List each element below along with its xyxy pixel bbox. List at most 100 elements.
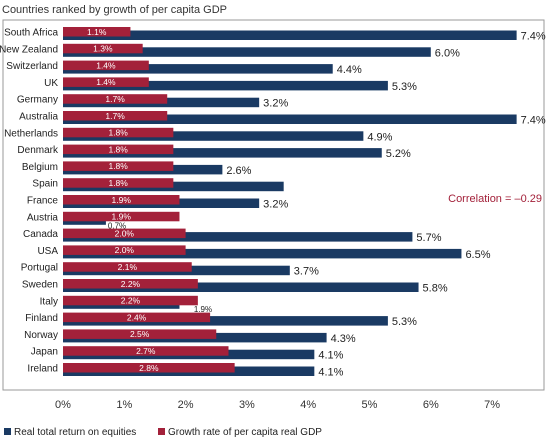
category-label-france: France xyxy=(27,196,59,207)
bar-gdp-japan xyxy=(63,346,229,356)
label-equities-belgium: 2.6% xyxy=(226,165,251,177)
bar-gdp-germany xyxy=(63,94,168,104)
label-equities-france: 3.2% xyxy=(263,199,288,211)
label-gdp-uk: 1.4% xyxy=(96,77,116,87)
category-label-austria: Austria xyxy=(27,212,59,223)
category-label-portugal: Portugal xyxy=(21,263,58,274)
x-tick-label: 5% xyxy=(362,399,378,411)
label-gdp-austria: 1.9% xyxy=(112,212,132,222)
bars: 1.1% 7.4% 1.3% 6.0% 1.4% 4.4% 1.4% 5.3% 1.7% 3.2%… xyxy=(63,27,546,379)
label-equities-canada: 5.7% xyxy=(416,232,441,244)
category-label-denmark: Denmark xyxy=(17,145,59,156)
bar-gdp-austria xyxy=(63,211,180,222)
label-equities-usa: 6.5% xyxy=(465,249,490,261)
label-gdp-ireland: 2.8% xyxy=(139,363,159,373)
label-gdp-portugal: 2.1% xyxy=(118,262,138,272)
legend-label-gdp: Growth rate of per capita real GDP xyxy=(168,427,322,438)
bar-gdp-portugal xyxy=(63,262,192,272)
category-label-italy: Italy xyxy=(40,296,58,307)
legend-label-equities: Real total return on equities xyxy=(14,427,136,438)
label-equities-south-africa: 7.4% xyxy=(521,31,546,43)
category-label-uk: UK xyxy=(44,78,58,89)
plot-frame xyxy=(2,19,545,391)
bar-gdp-sweden xyxy=(63,279,198,289)
label-gdp-spain: 1.8% xyxy=(108,178,128,188)
category-label-spain: Spain xyxy=(32,179,58,190)
label-gdp-belgium: 1.8% xyxy=(108,161,128,171)
bar-gdp-denmark xyxy=(63,144,174,155)
x-tick-label: 4% xyxy=(300,399,316,411)
label-gdp-usa: 2.0% xyxy=(115,245,135,255)
bar-equities-sweden xyxy=(63,282,419,292)
category-label-sweden: Sweden xyxy=(22,280,58,291)
label-gdp-finland: 2.4% xyxy=(127,312,147,322)
label-equities-austria: 0.7% xyxy=(108,221,126,230)
category-label-australia: Australia xyxy=(19,112,58,123)
bar-equities-canada xyxy=(63,232,413,242)
bar-gdp-italy xyxy=(63,295,198,306)
label-gdp-canada: 2.0% xyxy=(115,228,135,238)
label-gdp-denmark: 1.8% xyxy=(108,144,128,154)
category-label-canada: Canada xyxy=(23,229,58,240)
bar-gdp-finland xyxy=(63,312,211,323)
bar-equities-south-africa xyxy=(63,30,517,40)
legend-swatch-equities xyxy=(4,428,11,435)
bar-equities-denmark xyxy=(63,148,382,158)
bar-gdp-france xyxy=(63,195,180,205)
label-equities-norway: 4.3% xyxy=(331,333,356,345)
x-tick-label: 6% xyxy=(423,399,439,411)
category-label-usa: USA xyxy=(37,246,58,257)
bar-gdp-belgium xyxy=(63,161,174,171)
bar-gdp-norway xyxy=(63,329,217,339)
bar-gdp-spain xyxy=(63,178,174,188)
label-equities-denmark: 5.2% xyxy=(386,148,411,160)
bar-equities-netherlands xyxy=(63,131,364,141)
x-tick-label: 1% xyxy=(116,399,132,411)
bar-gdp-new-zealand xyxy=(63,43,143,54)
category-label-netherlands: Netherlands xyxy=(4,128,58,139)
category-label-belgium: Belgium xyxy=(22,162,58,173)
label-gdp-south-africa: 1.1% xyxy=(87,27,107,37)
label-gdp-switzerland: 1.4% xyxy=(96,60,116,70)
category-label-south-africa: South Africa xyxy=(4,28,58,39)
label-equities-sweden: 5.8% xyxy=(423,283,448,295)
x-axis-ticks: 0% 1% 2% 3% 4% 5% 6% 7% xyxy=(55,399,500,411)
label-equities-japan: 4.1% xyxy=(318,350,343,362)
category-label-germany: Germany xyxy=(17,95,58,106)
label-gdp-australia: 1.7% xyxy=(105,111,125,121)
label-gdp-germany: 1.7% xyxy=(105,94,125,104)
bar-gdp-south-africa xyxy=(63,27,131,37)
bar-equities-australia xyxy=(63,114,517,124)
label-equities-uk: 5.3% xyxy=(392,81,417,93)
label-equities-australia: 7.4% xyxy=(521,115,546,127)
category-label-japan: Japan xyxy=(31,347,58,358)
bar-gdp-usa xyxy=(63,245,186,255)
label-gdp-netherlands: 1.8% xyxy=(108,128,128,138)
category-label-norway: Norway xyxy=(24,330,58,341)
bar-gdp-switzerland xyxy=(63,60,149,71)
label-equities-portugal: 3.7% xyxy=(294,266,319,278)
label-gdp-norway: 2.5% xyxy=(130,329,150,339)
label-equities-finland: 5.3% xyxy=(392,316,417,328)
x-tick-label: 3% xyxy=(239,399,255,411)
bar-equities-switzerland xyxy=(63,64,333,74)
category-label-switzerland: Switzerland xyxy=(6,61,58,72)
label-equities-netherlands: 4.9% xyxy=(367,131,392,143)
category-label-finland: Finland xyxy=(25,313,58,324)
bar-equities-usa xyxy=(63,248,462,259)
label-equities-new-zealand: 6.0% xyxy=(435,47,460,59)
legend: Real total return on equities Growth rat… xyxy=(4,427,322,438)
bar-gdp-netherlands xyxy=(63,127,174,138)
x-tick-label: 2% xyxy=(178,399,194,411)
label-gdp-sweden: 2.2% xyxy=(121,279,141,289)
category-label-new-zealand: New Zealand xyxy=(0,44,58,55)
label-equities-ireland: 4.1% xyxy=(318,367,343,379)
x-tick-label: 0% xyxy=(55,399,71,411)
bar-equities-finland xyxy=(63,316,388,326)
bar-gdp-uk xyxy=(63,77,149,87)
category-labels: South Africa New Zealand Switzerland UK Germ… xyxy=(0,28,59,375)
label-gdp-italy: 2.2% xyxy=(121,296,141,306)
label-equities-switzerland: 4.4% xyxy=(337,64,362,76)
label-equities-italy: 1.9% xyxy=(194,305,212,314)
